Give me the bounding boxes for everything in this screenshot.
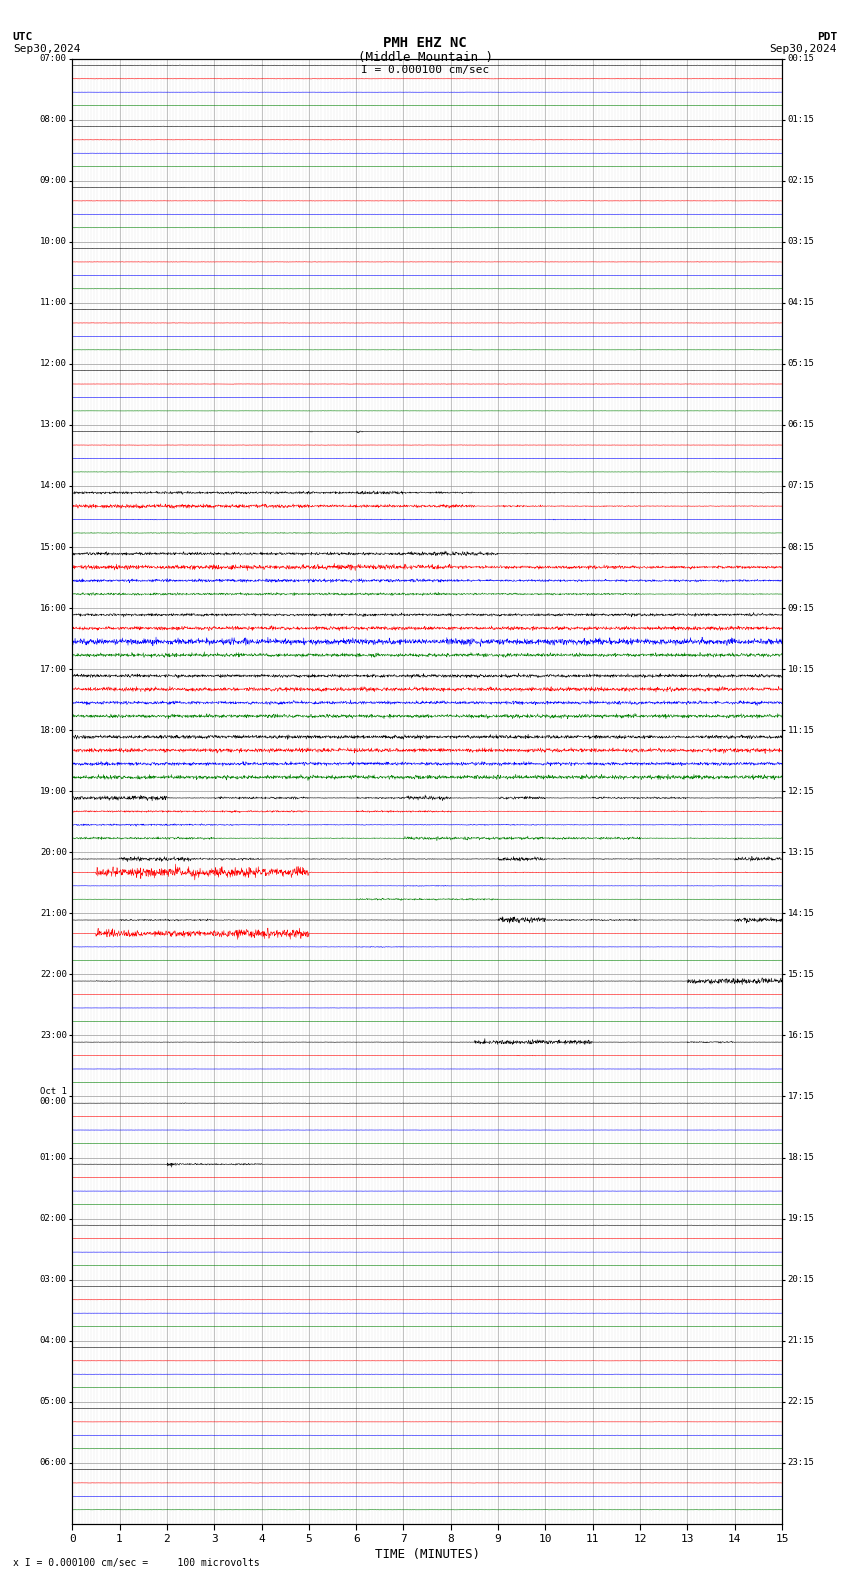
Text: Sep30,2024: Sep30,2024 — [770, 44, 837, 54]
Text: (Middle Mountain ): (Middle Mountain ) — [358, 51, 492, 63]
Text: PMH EHZ NC: PMH EHZ NC — [383, 36, 467, 51]
X-axis label: TIME (MINUTES): TIME (MINUTES) — [375, 1549, 479, 1562]
Text: UTC: UTC — [13, 32, 33, 41]
Text: Sep30,2024: Sep30,2024 — [13, 44, 80, 54]
Text: x I = 0.000100 cm/sec =     100 microvolts: x I = 0.000100 cm/sec = 100 microvolts — [13, 1559, 259, 1568]
Text: I = 0.000100 cm/sec: I = 0.000100 cm/sec — [361, 65, 489, 74]
Text: PDT: PDT — [817, 32, 837, 41]
